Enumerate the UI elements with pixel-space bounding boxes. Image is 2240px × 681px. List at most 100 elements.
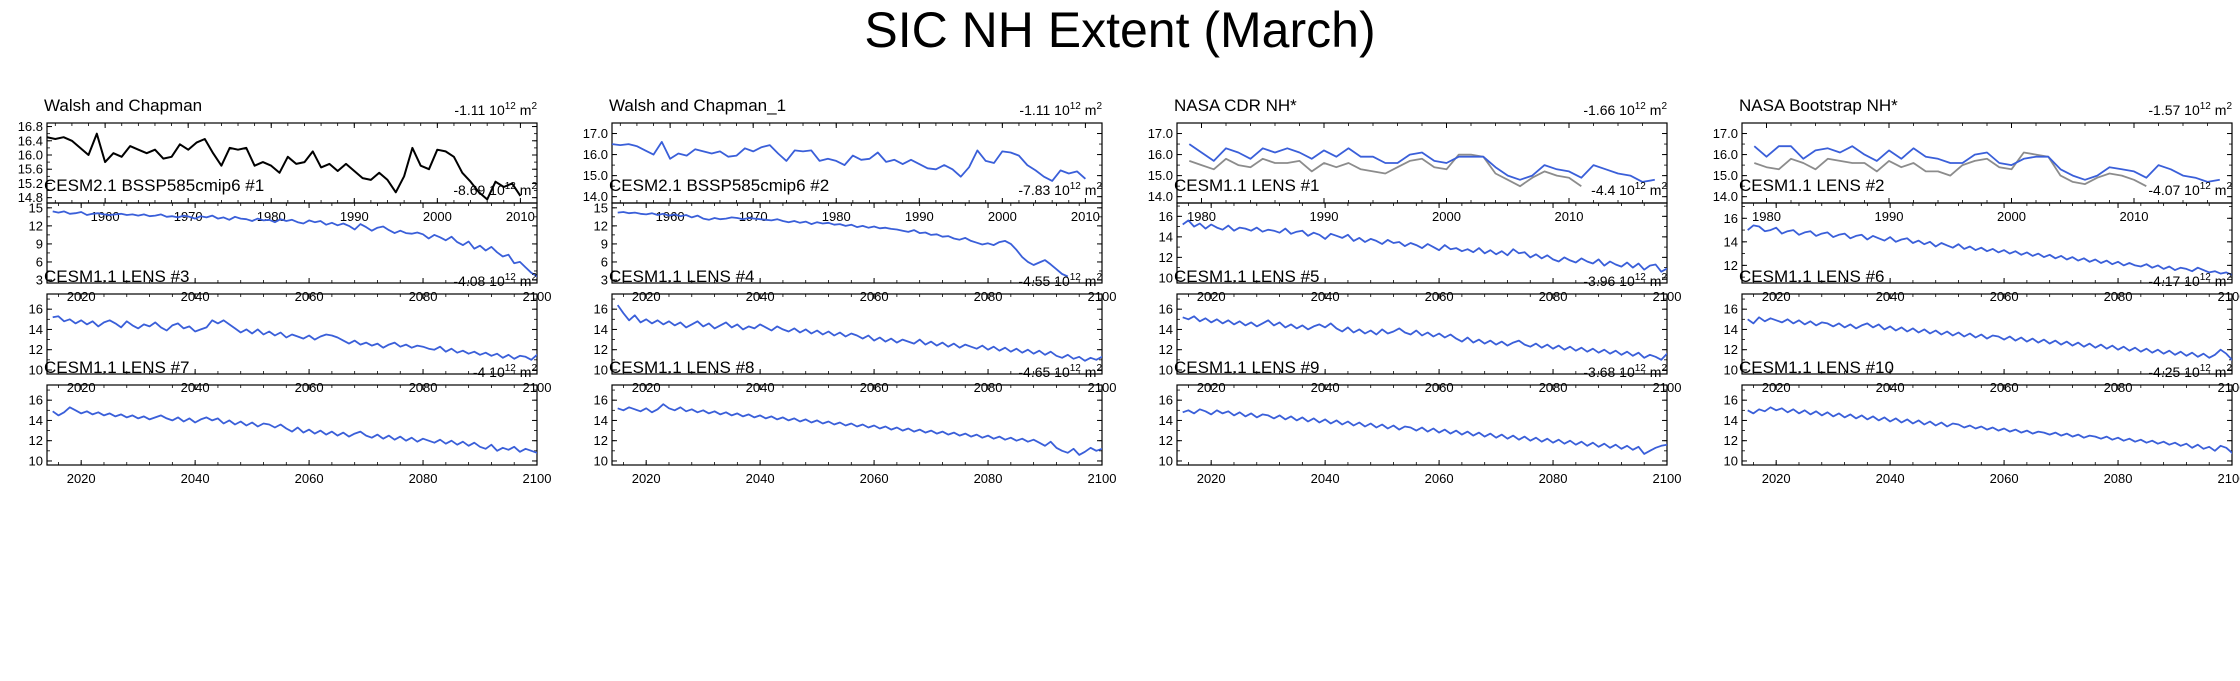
trend-label: -4.4 1012 m2 (1591, 181, 1667, 198)
trend-unit-exponent: 2 (2226, 272, 2232, 283)
y-tick-label: 17.0 (583, 126, 608, 141)
y-tick-label: 16 (29, 393, 43, 408)
x-tick-label: 2010 (1071, 209, 1100, 224)
x-tick-label: 2040 (746, 471, 775, 486)
y-tick-label: 14 (594, 413, 608, 428)
x-tick-label: 1990 (1875, 209, 1904, 224)
plot-frame (1741, 384, 2233, 466)
trend-unit-exponent: 2 (1661, 363, 1667, 374)
panel-title: CESM2.1 BSSP585cmip6 #1 (44, 176, 264, 195)
x-tick-label: 2080 (1539, 471, 1568, 486)
panel-title: CESM1.1 LENS #10 (1739, 358, 1894, 377)
y-tick-label: 10 (594, 362, 608, 377)
trend-exponent: 12 (1635, 363, 1647, 374)
y-tick-label: 12 (594, 342, 608, 357)
y-tick-label: 16 (1159, 393, 1173, 408)
trend-unit: m (516, 102, 532, 118)
series-line (52, 406, 537, 454)
trend-label: -1.11 1012 m2 (1019, 101, 1102, 118)
series-line (1188, 143, 1655, 183)
trend-unit-exponent: 2 (531, 363, 537, 374)
x-tick-label: 1960 (91, 209, 120, 224)
y-tick-label: 12 (1724, 342, 1738, 357)
trend-label: -4.08 1012 m2 (453, 272, 537, 289)
plot-frame (1741, 293, 2233, 375)
y-tick-label: 16 (1724, 393, 1738, 408)
trend-value: -1.11 10 (454, 102, 505, 118)
trend-unit-exponent: 2 (2226, 181, 2232, 192)
panel-title: NASA CDR NH* (1174, 96, 1297, 115)
chart-panel: CESM1.1 LENS #5 -3.96 1012 m2161412102020… (1159, 267, 1682, 395)
x-tick-label: 2060 (860, 471, 889, 486)
plot-frame (1176, 293, 1668, 375)
trend-value: -3.96 10 (1583, 273, 1635, 289)
trend-label: -1.57 1012 m2 (2148, 101, 2232, 118)
trend-label: -4.07 1012 m2 (2148, 181, 2232, 198)
y-tick-label: 17.0 (1148, 126, 1173, 141)
trend-exponent: 12 (1635, 181, 1647, 192)
y-tick-label: 14.0 (583, 189, 608, 204)
panel-title: CESM1.1 LENS #4 (609, 267, 755, 286)
panel-title: Walsh and Chapman (44, 96, 202, 115)
trend-unit: m (516, 364, 532, 380)
y-tick-label: 16 (1724, 211, 1738, 226)
series-line (1182, 408, 1667, 455)
trend-unit: m (1646, 102, 1662, 118)
trend-value: -4.17 10 (2148, 273, 2200, 289)
y-tick-label: 14 (1724, 413, 1738, 428)
trend-unit: m (1646, 364, 1662, 380)
y-tick-label: 10 (594, 453, 608, 468)
x-tick-label: 2100 (2218, 380, 2240, 395)
trend-unit: m (1081, 182, 1097, 198)
trend-unit: m (1081, 102, 1097, 118)
series-line (1754, 151, 2147, 187)
y-tick-label: 15.2 (18, 176, 43, 191)
trend-label: -4.25 1012 m2 (2148, 363, 2232, 380)
y-tick-label: 10 (1159, 362, 1173, 377)
y-tick-label: 15.0 (1148, 168, 1173, 183)
x-tick-label: 2020 (1197, 471, 1226, 486)
x-tick-label: 2100 (1088, 471, 1117, 486)
y-tick-label: 10 (1159, 270, 1173, 285)
y-tick-label: 16.8 (18, 119, 43, 134)
y-tick-label: 12 (1159, 342, 1173, 357)
trend-unit: m (516, 273, 532, 289)
y-tick-label: 12 (594, 433, 608, 448)
y-tick-label: 12 (29, 218, 43, 233)
plot-frame (611, 293, 1103, 375)
plot-frame (46, 202, 538, 284)
trend-value: -1.11 10 (1019, 102, 1070, 118)
chart-panel: CESM1.1 LENS #8 -4.65 1012 m2161412102020… (594, 358, 1117, 486)
y-tick-label: 10 (29, 453, 43, 468)
trend-unit-exponent: 2 (531, 101, 537, 112)
series-line (1747, 316, 2232, 361)
y-tick-label: 14 (1159, 413, 1173, 428)
trend-exponent: 12 (1070, 363, 1082, 374)
x-tick-label: 2100 (1653, 471, 1682, 486)
trend-value: -4.4 10 (1591, 182, 1635, 198)
y-tick-label: 16.0 (583, 147, 608, 162)
x-tick-label: 1980 (822, 209, 851, 224)
trend-value: -4.25 10 (2148, 364, 2200, 380)
y-tick-label: 16.4 (18, 133, 43, 148)
trend-unit-exponent: 2 (1661, 181, 1667, 192)
y-tick-label: 12 (1159, 433, 1173, 448)
x-tick-label: 2020 (632, 471, 661, 486)
trend-exponent: 12 (1070, 101, 1082, 112)
x-tick-label: 2040 (1311, 471, 1340, 486)
trend-unit-exponent: 2 (1096, 272, 1102, 283)
x-tick-label: 2040 (181, 471, 210, 486)
y-tick-label: 3 (601, 272, 608, 287)
x-tick-label: 1980 (1187, 209, 1216, 224)
y-tick-label: 14.0 (1148, 189, 1173, 204)
x-tick-label: 1990 (1310, 209, 1339, 224)
x-tick-label: 2080 (409, 471, 438, 486)
plot-frame (1176, 384, 1668, 466)
y-tick-label: 15 (29, 200, 43, 215)
series-line (616, 304, 1102, 362)
y-tick-label: 14 (1159, 322, 1173, 337)
trend-value: -1.57 10 (2148, 102, 2200, 118)
chart-panel: NASA CDR NH* -1.66 1012 m217.016.015.014.… (1148, 96, 1668, 224)
panel-title: Walsh and Chapman_1 (609, 96, 786, 115)
trend-unit-exponent: 2 (1096, 101, 1102, 112)
